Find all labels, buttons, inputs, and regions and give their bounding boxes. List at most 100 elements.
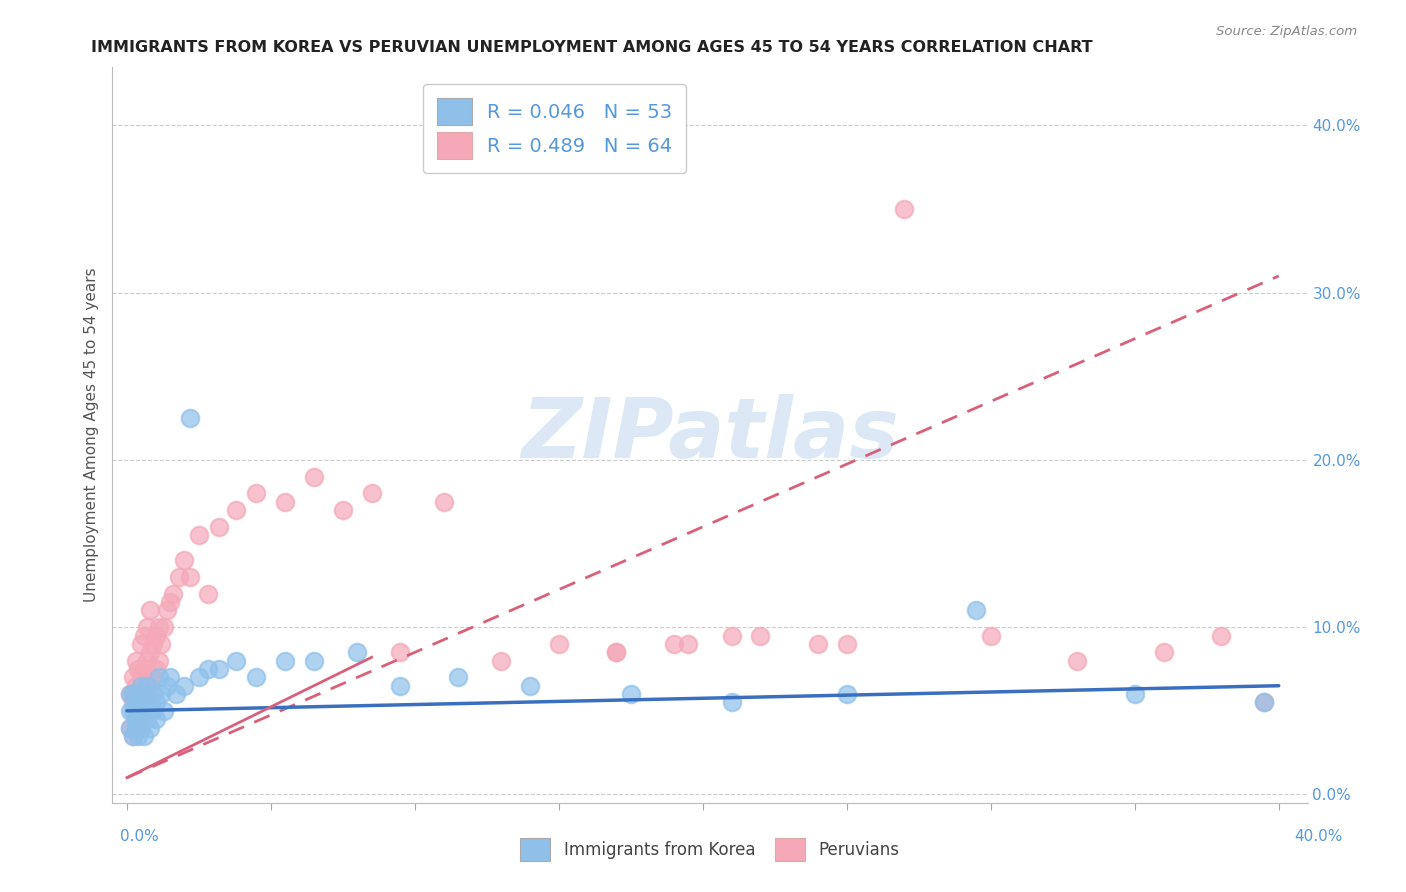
Point: [136, 679, 159, 693]
Point: [447, 670, 470, 684]
Point: [127, 704, 149, 718]
Point: [134, 687, 156, 701]
Point: [134, 696, 156, 710]
Point: [129, 704, 152, 718]
Point: [148, 654, 170, 668]
Point: [835, 637, 858, 651]
Point: [159, 670, 181, 684]
Point: [167, 570, 190, 584]
Point: [360, 486, 382, 500]
Point: [124, 712, 146, 726]
Point: [153, 704, 176, 718]
Point: [197, 662, 219, 676]
Point: [1253, 696, 1275, 710]
Point: [139, 645, 162, 659]
Point: [1153, 645, 1175, 659]
Point: [124, 679, 146, 693]
Point: [121, 729, 143, 743]
Point: [124, 654, 146, 668]
Point: [807, 637, 830, 651]
Point: [153, 620, 176, 634]
Point: [225, 654, 247, 668]
Y-axis label: Unemployment Among Ages 45 to 54 years: Unemployment Among Ages 45 to 54 years: [83, 268, 98, 602]
Point: [136, 654, 159, 668]
Point: [127, 662, 149, 676]
Point: [245, 670, 267, 684]
Point: [136, 687, 159, 701]
Text: 40.0%: 40.0%: [1295, 830, 1343, 844]
Point: [302, 654, 325, 668]
Point: [302, 469, 325, 483]
Point: [893, 202, 915, 216]
Point: [1066, 654, 1088, 668]
Point: [134, 628, 156, 642]
Text: ZIPatlas: ZIPatlas: [522, 394, 898, 475]
Point: [127, 687, 149, 701]
Point: [121, 704, 143, 718]
Point: [145, 696, 167, 710]
Point: [678, 637, 700, 651]
Point: [150, 687, 173, 701]
Point: [835, 687, 858, 701]
Point: [127, 687, 149, 701]
Point: [121, 670, 143, 684]
Point: [127, 721, 149, 735]
Point: [139, 679, 162, 693]
Point: [142, 637, 165, 651]
Point: [165, 687, 187, 701]
Point: [136, 696, 159, 710]
Point: [159, 595, 181, 609]
Point: [129, 721, 152, 735]
Point: [134, 704, 156, 718]
Point: [662, 637, 685, 651]
Point: [142, 704, 165, 718]
Point: [965, 603, 987, 617]
Point: [274, 654, 297, 668]
Point: [720, 696, 742, 710]
Point: [124, 721, 146, 735]
Point: [148, 670, 170, 684]
Point: [121, 696, 143, 710]
Legend: Immigrants from Korea, Peruvians: Immigrants from Korea, Peruvians: [513, 831, 907, 868]
Point: [245, 486, 267, 500]
Point: [389, 679, 412, 693]
Point: [620, 687, 643, 701]
Point: [173, 679, 195, 693]
Point: [121, 687, 143, 701]
Point: [197, 587, 219, 601]
Point: [433, 494, 456, 508]
Point: [129, 670, 152, 684]
Point: [129, 679, 152, 693]
Point: [139, 721, 162, 735]
Point: [346, 645, 368, 659]
Point: [389, 645, 412, 659]
Point: [225, 503, 247, 517]
Point: [142, 687, 165, 701]
Point: [173, 553, 195, 567]
Point: [139, 603, 162, 617]
Point: [129, 712, 152, 726]
Point: [179, 411, 201, 425]
Point: [156, 603, 179, 617]
Point: [139, 704, 162, 718]
Point: [208, 662, 231, 676]
Point: [136, 712, 159, 726]
Point: [136, 620, 159, 634]
Text: Source: ZipAtlas.com: Source: ZipAtlas.com: [1216, 25, 1357, 38]
Point: [129, 637, 152, 651]
Point: [547, 637, 569, 651]
Point: [162, 587, 184, 601]
Point: [129, 696, 152, 710]
Point: [179, 570, 201, 584]
Point: [332, 503, 354, 517]
Point: [980, 628, 1002, 642]
Point: [124, 712, 146, 726]
Point: [187, 670, 209, 684]
Point: [519, 679, 541, 693]
Point: [145, 662, 167, 676]
Point: [156, 679, 179, 693]
Point: [274, 494, 297, 508]
Point: [134, 729, 156, 743]
Point: [118, 687, 141, 701]
Point: [605, 645, 627, 659]
